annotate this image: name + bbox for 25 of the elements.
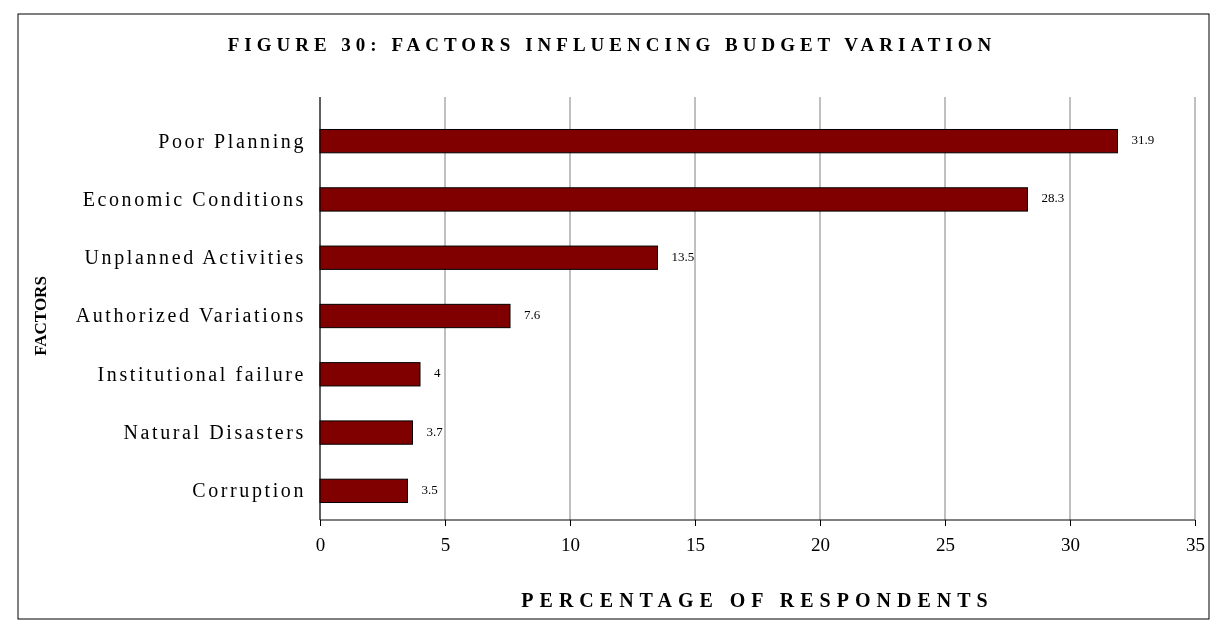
data-label: 4 <box>434 365 441 381</box>
y-tick-label: Natural Disasters <box>123 420 306 443</box>
x-tick-label: 15 <box>686 534 705 556</box>
y-tick-label: Economic Conditions <box>82 187 306 210</box>
x-tick-label: 20 <box>811 534 830 556</box>
x-tick-label: 30 <box>1061 534 1080 556</box>
data-label: 3.5 <box>421 481 438 497</box>
y-axis-title: FACTORS <box>31 276 50 356</box>
x-tick-label: 5 <box>440 534 451 556</box>
x-tick-label: 25 <box>936 534 955 556</box>
x-tick-label: 0 <box>315 534 326 556</box>
chart-title: FIGURE 30: FACTORS INFLUENCING BUDGET VARIATION <box>227 34 997 55</box>
y-tick-label: Institutional failure <box>97 362 306 385</box>
data-label: 31.9 <box>1131 132 1155 148</box>
x-tick-label: 10 <box>561 534 580 556</box>
x-axis-title: PERCENTAGE OF RESPONDENTS <box>521 589 994 611</box>
data-label: 28.3 <box>1041 190 1065 206</box>
data-label: 7.6 <box>524 306 541 322</box>
y-tick-label: Corruption <box>192 479 306 503</box>
data-label: 3.7 <box>426 423 444 439</box>
y-tick-label: Poor Planning <box>158 129 306 153</box>
y-tick-label: Unplanned Activities <box>84 246 306 270</box>
data-label: 13.5 <box>671 248 695 264</box>
y-tick-label: Authorized Variations <box>75 304 306 327</box>
x-tick-label: 35 <box>1186 534 1205 556</box>
